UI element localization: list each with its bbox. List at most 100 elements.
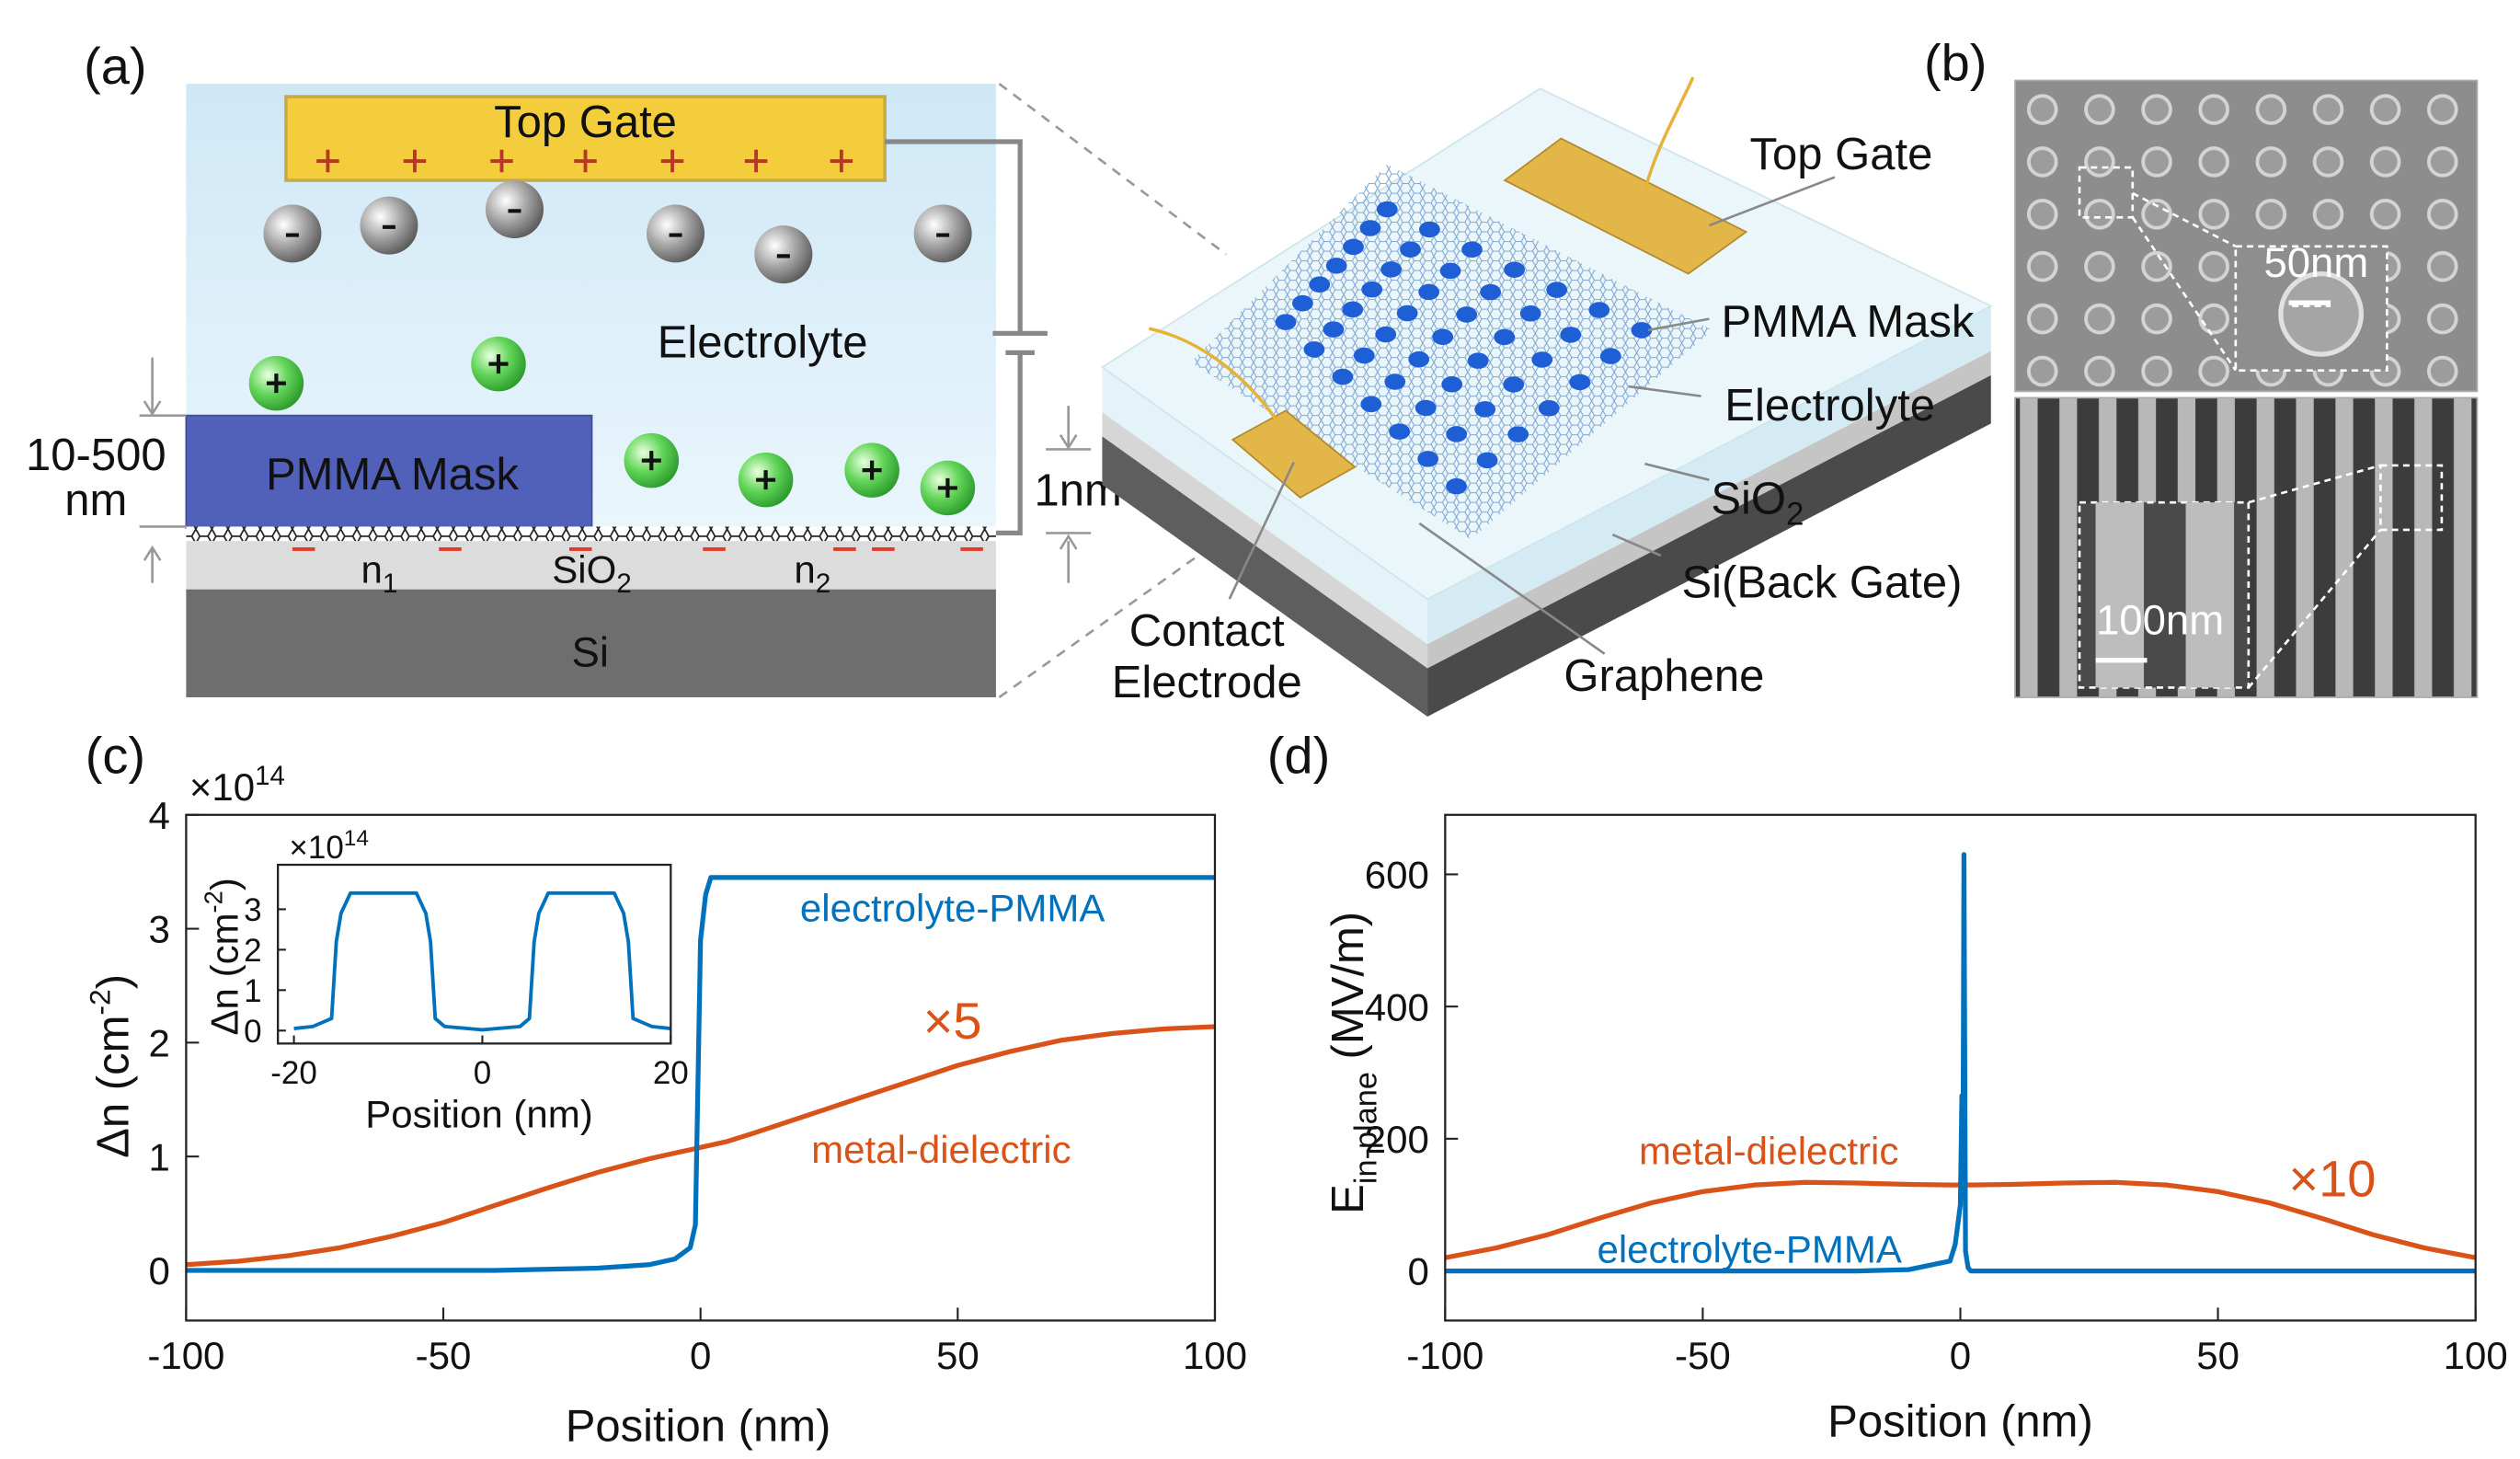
pmma-dot bbox=[1432, 328, 1454, 346]
pmma-dot bbox=[1480, 283, 1501, 301]
si-side bbox=[1427, 374, 1991, 717]
y-tick-label: 2 bbox=[149, 1022, 170, 1065]
x-tick-label: 0 bbox=[474, 1055, 491, 1091]
x-tick-label: -20 bbox=[270, 1055, 317, 1091]
pmma-dot bbox=[1353, 347, 1375, 364]
pmma-dot bbox=[1332, 368, 1354, 385]
si-layer bbox=[186, 589, 996, 697]
dimension-marks-part bbox=[1046, 406, 1092, 583]
label: n2 bbox=[794, 548, 830, 600]
graphene bbox=[186, 526, 996, 542]
label: SiO bbox=[552, 548, 616, 592]
pmma-dot bbox=[1439, 262, 1461, 280]
wire-battery bbox=[885, 139, 1048, 536]
superscript: -2 bbox=[84, 989, 117, 1015]
pmma-dot bbox=[1343, 238, 1364, 256]
anions bbox=[263, 180, 972, 284]
y-tick-label: 0 bbox=[1407, 1250, 1428, 1293]
y-tick-label: 3 bbox=[149, 908, 170, 951]
x-tick-label: 50 bbox=[936, 1334, 979, 1377]
superscript: 14 bbox=[255, 761, 285, 791]
leader-lines bbox=[1228, 176, 1836, 655]
zoom-stripes bbox=[2095, 502, 2235, 688]
pmma-dot bbox=[1476, 452, 1498, 469]
plot-frame bbox=[277, 863, 672, 1045]
series-label: metal-dielectric bbox=[1639, 1130, 1898, 1173]
label: Electrolyte bbox=[1724, 381, 1935, 431]
pmma-dot bbox=[1599, 348, 1621, 364]
y-tick-label: 2 bbox=[244, 933, 261, 969]
subscript: 2 bbox=[816, 569, 831, 599]
x-tick-label: 0 bbox=[1950, 1334, 1971, 1377]
sio2-side bbox=[1102, 412, 1428, 669]
axis-label-text: E bbox=[1323, 1184, 1373, 1214]
label: n1 bbox=[361, 548, 397, 600]
pmma-dot bbox=[1417, 451, 1439, 467]
pmma-mask bbox=[185, 414, 593, 530]
pmma-dot bbox=[1384, 373, 1406, 390]
pmma-dot bbox=[1588, 302, 1610, 318]
y-tick-label: 3 bbox=[244, 892, 261, 928]
x-tick-label: 0 bbox=[690, 1334, 711, 1377]
pmma-dot bbox=[1380, 261, 1402, 278]
zoom-dot bbox=[2278, 270, 2365, 357]
y-tick-label: 1 bbox=[244, 973, 261, 1009]
pmma-dot bbox=[1474, 401, 1496, 418]
panel-label: (b) bbox=[1924, 34, 1987, 92]
multiplier: ×1014 bbox=[189, 761, 285, 809]
sem-images: 50nm 100nm bbox=[2014, 79, 2479, 698]
pmma-dot bbox=[1389, 423, 1411, 440]
series-label: electrolyte-PMMA bbox=[800, 886, 1105, 929]
series-label: metal-dielectric bbox=[811, 1128, 1071, 1171]
data-line bbox=[186, 1024, 1216, 1268]
x-tick-label: -50 bbox=[1675, 1334, 1731, 1377]
label: Si bbox=[572, 629, 609, 676]
pmma-dot bbox=[1360, 396, 1382, 413]
label: SiO2 bbox=[1711, 474, 1804, 532]
pmma-dot bbox=[1415, 399, 1437, 417]
x-tick-label: 100 bbox=[2444, 1334, 2508, 1377]
subscript: 2 bbox=[616, 569, 632, 599]
zoom-source bbox=[2078, 166, 2135, 219]
x-axis-label: Position (nm) bbox=[365, 1092, 592, 1135]
pmma-dot bbox=[1342, 301, 1364, 318]
pmma-dot bbox=[1531, 351, 1553, 368]
y-tick-label: 1 bbox=[149, 1135, 170, 1178]
pmma-dots bbox=[1275, 201, 1653, 495]
pmma-dot bbox=[1375, 326, 1397, 343]
y-tick-label: 600 bbox=[1365, 854, 1429, 897]
annotation: ×5 bbox=[923, 992, 982, 1050]
pmma-dot bbox=[1461, 241, 1483, 258]
pmma-dot bbox=[1467, 352, 1489, 369]
panel-label: (d) bbox=[1267, 726, 1330, 784]
subscript: 2 bbox=[1786, 497, 1804, 533]
x-tick-label: 50 bbox=[2196, 1334, 2239, 1377]
pmma-dot bbox=[1396, 304, 1418, 322]
y-tick-label: 0 bbox=[149, 1249, 170, 1292]
contact-pad bbox=[1231, 409, 1357, 499]
wires bbox=[1148, 76, 1695, 423]
label: n bbox=[361, 548, 382, 592]
axis-label-text: Δn (cm bbox=[202, 913, 246, 1035]
electrolyte-side bbox=[1427, 305, 1991, 645]
superscript: 14 bbox=[344, 826, 369, 851]
pmma-dot bbox=[1507, 426, 1529, 442]
series-label: electrolyte-PMMA bbox=[1597, 1227, 1901, 1270]
subscript: 1 bbox=[383, 569, 398, 599]
pmma-dot bbox=[1292, 294, 1313, 312]
pmma-dot bbox=[1418, 283, 1439, 301]
x-tick-label: -100 bbox=[147, 1334, 224, 1377]
axis-label-text: ) bbox=[202, 878, 246, 890]
y-tick-label: 400 bbox=[1365, 985, 1429, 1028]
electrolyte-side bbox=[1102, 367, 1428, 645]
pmma-dot bbox=[1376, 201, 1398, 218]
si-side bbox=[1102, 436, 1428, 717]
multiplier-text: ×10 bbox=[289, 830, 343, 866]
x-tick-label: 100 bbox=[1183, 1334, 1247, 1377]
pmma-dot bbox=[1359, 220, 1381, 236]
label: SiO bbox=[1711, 474, 1786, 523]
x-tick-label: 20 bbox=[653, 1055, 689, 1091]
pmma-dot bbox=[1503, 376, 1525, 393]
